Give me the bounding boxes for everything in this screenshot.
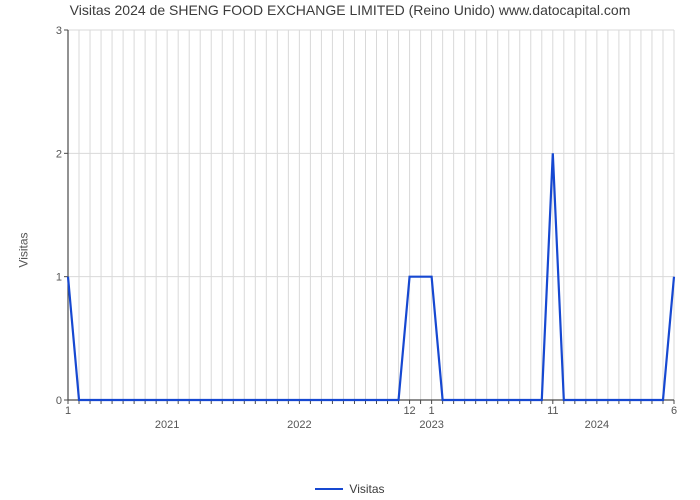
- x-tick-year-label: 2021: [155, 419, 179, 431]
- chart-plot-area: 012311211162021202220232024: [50, 24, 680, 444]
- x-tick-year-label: 2024: [585, 419, 609, 431]
- x-tick-year-label: 2022: [287, 419, 311, 431]
- legend-swatch: [315, 488, 343, 490]
- legend-label: Visitas: [349, 482, 384, 496]
- chart-svg: 012311211162021202220232024: [50, 24, 680, 444]
- x-tick-minor-label: 1: [65, 405, 71, 417]
- chart-title: Visitas 2024 de SHENG FOOD EXCHANGE LIMI…: [0, 2, 700, 18]
- y-tick-label: 2: [56, 148, 62, 160]
- x-tick-year-label: 2023: [419, 419, 443, 431]
- y-tick-label: 0: [56, 395, 62, 407]
- x-tick-minor-label: 1: [429, 405, 435, 417]
- x-tick-minor-label: 11: [547, 405, 558, 417]
- y-tick-label: 1: [56, 272, 62, 284]
- legend: Visitas: [0, 481, 700, 496]
- y-tick-label: 3: [56, 25, 62, 37]
- x-tick-minor-label: 6: [671, 405, 677, 417]
- y-axis-label: Visitas: [17, 232, 31, 267]
- x-tick-minor-label: 12: [403, 405, 415, 417]
